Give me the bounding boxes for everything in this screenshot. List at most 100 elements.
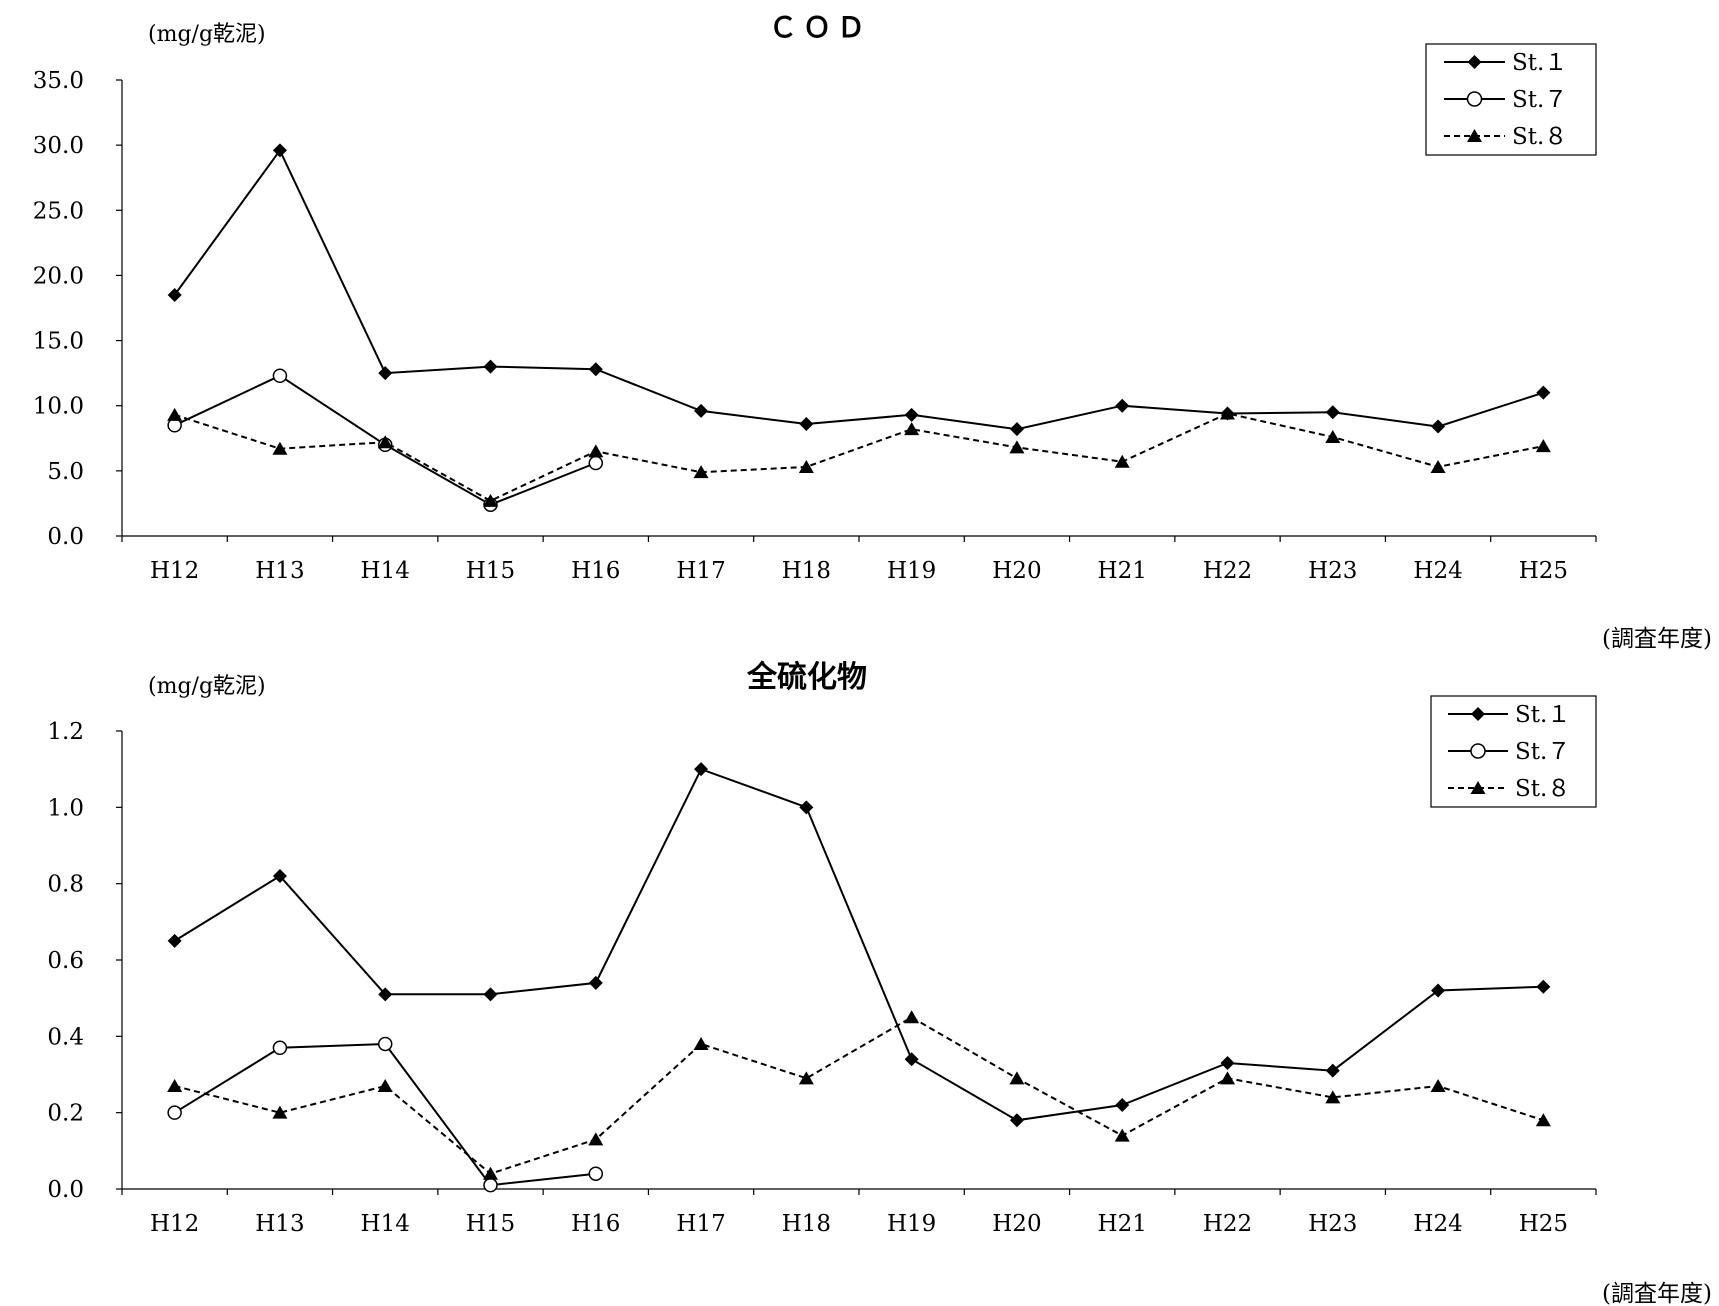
axes — [116, 730, 1597, 1195]
total-sulfide-chart: 全硫化物 (mg/g乾泥) (調査年度) 0.0 0.2 0.4 0.6 0.8 1.0 1… — [47, 660, 1712, 1306]
x-tick-label: H13 — [255, 1211, 304, 1237]
legend-triangle-marker — [1470, 781, 1486, 794]
data-point-triangle — [1430, 1078, 1446, 1092]
x-tick-label: H25 — [1519, 558, 1568, 584]
x-tick-label: H19 — [887, 558, 936, 584]
data-point-triangle — [1325, 429, 1341, 443]
data-point-diamond — [1325, 405, 1340, 420]
x-tick-label: H17 — [676, 558, 725, 584]
x-tick-label: H17 — [676, 1211, 725, 1237]
legend-diamond-marker — [1467, 55, 1482, 69]
axes — [116, 79, 1597, 542]
legend-label-st1: St.１ — [1515, 702, 1570, 728]
data-point-triangle — [167, 407, 183, 421]
data-point-triangle — [272, 441, 288, 455]
data-point-triangle — [1220, 406, 1235, 420]
y-tick-label: 0.6 — [47, 948, 84, 974]
data-point-circle — [588, 455, 604, 471]
y-tick-label: 1.0 — [47, 795, 84, 821]
legend-triangle-marker — [1467, 129, 1482, 142]
y-tick-label: 0.4 — [47, 1024, 84, 1050]
data-point-diamond — [588, 975, 603, 990]
series-line-circle — [174, 1042, 596, 1187]
x-tick-label: H23 — [1308, 558, 1357, 584]
data-point-diamond — [799, 416, 814, 431]
data-point-diamond — [1009, 422, 1024, 437]
data-point-circle — [377, 1036, 393, 1052]
legend-item-st1: St.１ — [1448, 702, 1570, 728]
legend-circle-marker — [1466, 91, 1483, 107]
legend-label-st7: St.７ — [1512, 87, 1567, 113]
data-point-diamond — [1115, 1098, 1130, 1113]
y-tick-label: 0.0 — [47, 524, 84, 550]
data-point-triangle — [798, 1071, 814, 1085]
x-axis-label: (調査年度) — [1602, 626, 1712, 652]
x-tick-label: H21 — [1098, 558, 1147, 584]
data-point-triangle — [377, 1078, 393, 1092]
x-tick-label: H25 — [1519, 1211, 1568, 1237]
x-tick-label: H14 — [361, 1211, 410, 1237]
data-point-diamond — [1220, 1056, 1235, 1071]
y-tick-label: 30.0 — [33, 133, 84, 159]
y-tick-label: 0.2 — [47, 1101, 84, 1127]
chart-title: ＣＯＤ — [769, 11, 871, 44]
y-tick-label: 10.0 — [33, 394, 84, 420]
x-tick-label: H18 — [782, 1211, 831, 1237]
data-point-circle — [272, 368, 288, 383]
x-tick-label: H16 — [571, 1211, 620, 1237]
legend-item-st8: St.８ — [1448, 776, 1570, 802]
legend-item-st7: St.７ — [1448, 739, 1570, 765]
data-point-triangle — [904, 422, 920, 436]
data-point-diamond — [1431, 419, 1446, 434]
legend-label-st8: St.８ — [1515, 776, 1570, 802]
y-tick-label: 0.0 — [47, 1177, 84, 1203]
legend-item-st8: St.８ — [1444, 124, 1567, 150]
data-point-triangle — [272, 1105, 288, 1119]
y-tick-label: 35.0 — [33, 68, 84, 94]
data-point-triangle — [1220, 1071, 1235, 1085]
x-tick-label: H13 — [255, 558, 304, 584]
data-point-diamond — [1536, 979, 1551, 994]
y-tick-label: 5.0 — [47, 459, 84, 485]
data-point-diamond — [272, 869, 287, 884]
y-tick-label: 20.0 — [33, 263, 84, 289]
data-point-triangle — [1325, 1090, 1341, 1104]
data-point-diamond — [167, 287, 182, 302]
x-tick-label: H24 — [1413, 1211, 1462, 1237]
data-point-triangle — [483, 1166, 498, 1180]
series-line-diamond — [173, 148, 1544, 431]
y-tick-label: 1.2 — [47, 719, 84, 745]
y-tick-label: 0.8 — [47, 872, 84, 898]
data-point-circle — [272, 1040, 288, 1056]
legend-label-st8: St.８ — [1512, 124, 1567, 150]
legend-diamond-marker — [1471, 707, 1485, 721]
data-point-diamond — [694, 762, 709, 777]
data-point-diamond — [694, 403, 709, 418]
y-tick-labels: 0.0 5.0 10.0 15.0 20.0 25.0 30.0 35.0 — [33, 68, 84, 550]
x-tick-label: H18 — [782, 558, 831, 584]
x-tick-label: H12 — [150, 1211, 199, 1237]
x-tick-label: H23 — [1308, 1211, 1357, 1237]
data-point-diamond — [378, 987, 393, 1002]
data-point-diamond — [799, 800, 814, 815]
legend-label-st1: St.１ — [1512, 50, 1567, 76]
data-point-diamond — [378, 366, 393, 381]
series-line-triangle — [174, 412, 1544, 502]
legend: St.１ St.７ St.８ — [1425, 43, 1597, 156]
data-point-triangle — [1114, 1128, 1130, 1142]
y-unit-label: (mg/g乾泥) — [148, 674, 266, 699]
data-point-triangle — [904, 1010, 920, 1024]
data-point-diamond — [1325, 1063, 1340, 1078]
data-point-circle — [167, 1105, 182, 1120]
x-tick-label: H21 — [1098, 1211, 1147, 1237]
data-point-diamond — [483, 987, 498, 1002]
legend-item-st7: St.７ — [1444, 87, 1567, 113]
data-point-diamond — [588, 362, 603, 377]
x-axis-label: (調査年度) — [1602, 1281, 1712, 1306]
data-point-triangle — [1009, 440, 1025, 454]
x-tick-label: H19 — [887, 1211, 936, 1237]
legend-item-st1: St.１ — [1444, 50, 1567, 76]
x-tick-labels: H12 H13 H14 H15 H16 H17 H18 H19 H20 H21 H22 H23 H24 H… — [150, 558, 1568, 584]
data-point-triangle — [588, 444, 604, 458]
